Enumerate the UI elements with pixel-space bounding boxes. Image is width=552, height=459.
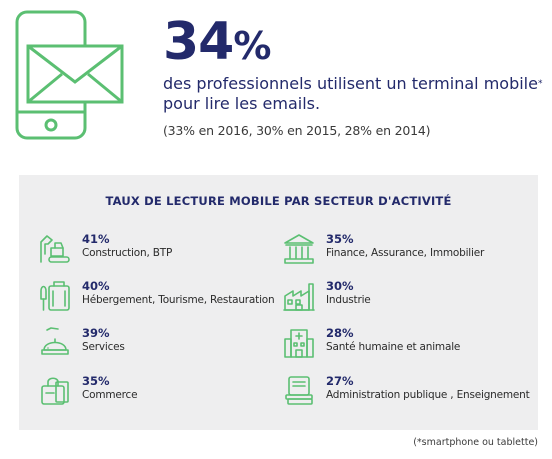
sector-construction: 41% Construction, BTP bbox=[38, 232, 172, 266]
shopping-bag-icon bbox=[41, 377, 69, 405]
sector-percent: 35% bbox=[82, 374, 110, 388]
phone-email-icon bbox=[15, 10, 124, 140]
luggage-icon bbox=[40, 281, 70, 311]
sector-services: 39% Services bbox=[38, 326, 125, 360]
headline-line1: des professionnels utilisent un terminal… bbox=[163, 74, 538, 93]
sector-label: Services bbox=[82, 341, 125, 353]
sector-sante: 28% Santé humaine et animale bbox=[282, 326, 460, 360]
panel-title: TAUX DE LECTURE MOBILE PAR SECTEUR D'ACT… bbox=[105, 194, 452, 208]
sector-finance: 35% Finance, Assurance, Immobilier bbox=[282, 232, 484, 266]
headline-percent: 34% bbox=[163, 14, 548, 70]
bank-icon bbox=[284, 234, 314, 264]
sector-panel: TAUX DE LECTURE MOBILE PAR SECTEUR D'ACT… bbox=[19, 175, 538, 430]
sector-hebergement: 40% Hébergement, Tourisme, Restauration bbox=[38, 279, 275, 313]
headline-line2: pour lire les emails. bbox=[163, 94, 321, 113]
sector-label: Administration publique , Enseignement bbox=[326, 389, 530, 401]
footnote-mark: * bbox=[537, 79, 543, 89]
excavator-icon bbox=[40, 235, 70, 263]
headline-percent-symbol: % bbox=[233, 24, 271, 68]
footnote: (*smartphone ou tablette) bbox=[413, 437, 538, 448]
sector-label: Construction, BTP bbox=[82, 247, 173, 259]
sector-percent: 40% bbox=[82, 279, 110, 293]
sector-administration: 27% Administration publique , Enseigneme… bbox=[282, 374, 530, 408]
sector-percent: 28% bbox=[326, 326, 354, 340]
hospital-icon bbox=[284, 329, 314, 358]
headline-description: des professionnels utilisent un terminal… bbox=[163, 74, 548, 114]
sector-label: Finance, Assurance, Immobilier bbox=[326, 247, 485, 259]
sector-percent: 39% bbox=[82, 326, 110, 340]
headline-percent-number: 34 bbox=[163, 12, 234, 72]
sector-label: Industrie bbox=[326, 294, 371, 306]
books-icon bbox=[285, 376, 313, 405]
headline-history: (33% en 2016, 30% en 2015, 28% en 2014) bbox=[163, 123, 431, 138]
sector-percent: 27% bbox=[326, 374, 354, 388]
sector-label: Hébergement, Tourisme, Restauration bbox=[82, 294, 275, 306]
sector-label: Santé humaine et animale bbox=[326, 341, 461, 353]
sector-percent: 41% bbox=[82, 232, 110, 246]
sector-percent: 30% bbox=[326, 279, 354, 293]
sector-commerce: 35% Commerce bbox=[38, 374, 138, 408]
headline-block: 34% des professionnels utilisent un term… bbox=[163, 14, 548, 138]
sector-label: Commerce bbox=[82, 389, 138, 401]
sector-industrie: 30% Industrie bbox=[282, 279, 371, 313]
factory-icon bbox=[283, 283, 315, 311]
sector-percent: 35% bbox=[326, 232, 354, 246]
service-bell-icon bbox=[41, 327, 69, 355]
